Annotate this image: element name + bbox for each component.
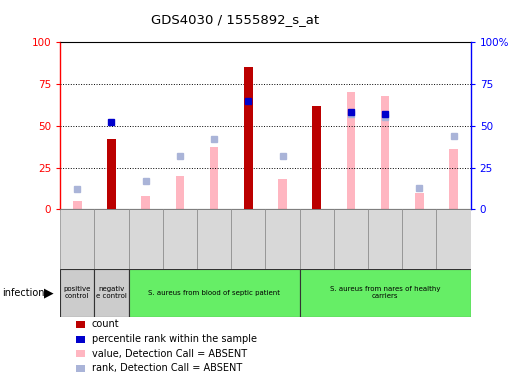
Bar <box>449 149 458 209</box>
Bar <box>141 196 150 209</box>
Bar <box>231 209 266 269</box>
Bar <box>300 269 471 317</box>
Text: GDS4030 / 1555892_s_at: GDS4030 / 1555892_s_at <box>151 13 320 26</box>
Bar <box>210 147 219 209</box>
Bar <box>266 209 300 269</box>
Bar <box>73 201 82 209</box>
Text: S. aureus from nares of healthy
carriers: S. aureus from nares of healthy carriers <box>330 286 440 299</box>
Bar <box>300 209 334 269</box>
Bar <box>244 67 253 209</box>
Bar <box>107 139 116 209</box>
Bar <box>94 269 129 317</box>
Text: negativ
e control: negativ e control <box>96 286 127 299</box>
Bar <box>197 209 231 269</box>
Text: value, Detection Call = ABSENT: value, Detection Call = ABSENT <box>92 349 247 359</box>
Bar <box>60 209 94 269</box>
Bar <box>176 176 184 209</box>
Text: ▶: ▶ <box>44 286 53 299</box>
Bar <box>163 209 197 269</box>
Text: positive
control: positive control <box>64 286 91 299</box>
Bar <box>347 92 355 209</box>
Bar <box>334 209 368 269</box>
Bar <box>94 209 129 269</box>
Bar <box>415 193 424 209</box>
Text: infection: infection <box>3 288 45 298</box>
Bar <box>368 209 402 269</box>
Text: S. aureus from blood of septic patient: S. aureus from blood of septic patient <box>148 290 280 296</box>
Bar <box>402 209 437 269</box>
Bar <box>381 96 390 209</box>
Bar <box>129 209 163 269</box>
Text: rank, Detection Call = ABSENT: rank, Detection Call = ABSENT <box>92 363 242 373</box>
Bar <box>129 269 300 317</box>
Text: percentile rank within the sample: percentile rank within the sample <box>92 334 256 344</box>
Bar <box>437 209 471 269</box>
Bar <box>312 106 321 209</box>
Text: count: count <box>92 319 119 329</box>
Bar <box>278 179 287 209</box>
Bar <box>60 269 94 317</box>
